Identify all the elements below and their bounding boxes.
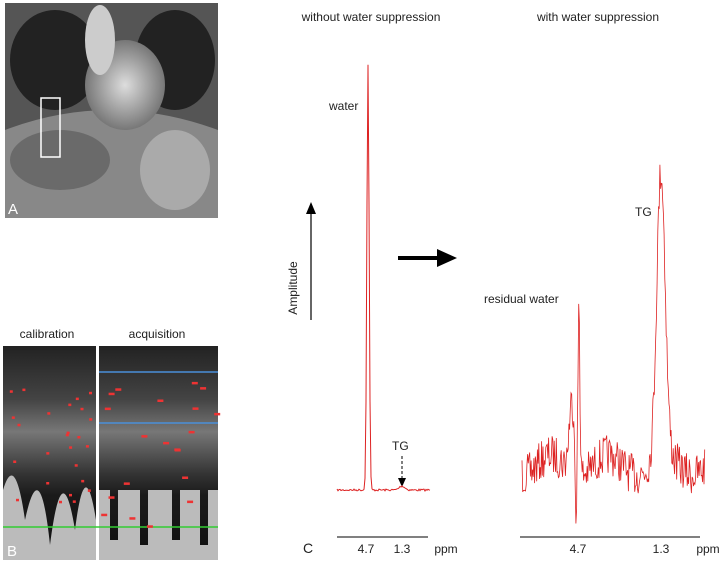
spectrum-line <box>521 164 706 524</box>
marker <box>59 500 62 504</box>
marker <box>72 500 76 503</box>
annotation: water <box>328 99 358 113</box>
y-axis-label: Amplitude <box>286 261 300 315</box>
panel-label: A <box>8 201 18 218</box>
arrow-head <box>306 202 316 214</box>
spectrum-title: with water suppression <box>536 10 659 24</box>
marker <box>129 517 136 520</box>
marker <box>200 387 207 390</box>
navigator-image <box>3 346 218 560</box>
marker <box>46 482 50 485</box>
marker <box>104 407 111 411</box>
marker <box>214 412 221 416</box>
annotation: TG <box>635 205 652 219</box>
marker <box>65 433 69 437</box>
marker <box>191 381 198 385</box>
marker <box>13 460 17 463</box>
marker <box>22 388 26 392</box>
marker <box>115 388 122 391</box>
marker <box>157 399 164 402</box>
marker <box>47 412 51 415</box>
marker <box>188 430 195 434</box>
navigator-markers <box>9 381 221 528</box>
panel-title: acquisition <box>129 327 186 341</box>
x-unit: ppm <box>696 542 719 556</box>
panel-label: C <box>303 540 313 556</box>
marker <box>66 431 70 435</box>
arrow-head <box>437 249 457 267</box>
x-unit: ppm <box>434 542 457 556</box>
marker <box>108 392 115 396</box>
mri-image <box>5 3 218 218</box>
marker <box>16 498 19 502</box>
marker <box>89 418 93 421</box>
marker <box>9 390 13 393</box>
marker <box>101 513 108 517</box>
annotation: residual water <box>484 292 559 306</box>
marker <box>11 416 15 419</box>
panel-title: calibration <box>20 327 75 341</box>
marker <box>174 448 181 451</box>
marker <box>80 407 84 411</box>
spectrum-title: without water suppression <box>301 10 441 24</box>
marker <box>69 493 72 497</box>
marker <box>123 482 130 485</box>
marker <box>68 403 72 407</box>
marker <box>85 445 89 448</box>
x-tick-label: 1.3 <box>653 542 670 556</box>
marker <box>163 441 170 445</box>
arrow-head <box>398 478 406 487</box>
marker <box>182 476 189 479</box>
marker <box>87 489 91 492</box>
marker <box>141 435 148 438</box>
annotation: TG <box>392 439 409 453</box>
x-tick-label: 4.7 <box>570 542 587 556</box>
marker <box>192 407 199 410</box>
marker <box>146 525 153 528</box>
marker <box>187 500 194 504</box>
marker <box>74 464 78 467</box>
x-tick-label: 1.3 <box>394 542 411 556</box>
panel-label: B <box>7 543 17 560</box>
marker <box>46 452 50 455</box>
marker <box>75 397 79 401</box>
marker <box>81 479 85 483</box>
marker <box>77 436 81 439</box>
marker <box>89 391 92 395</box>
marker <box>108 496 115 499</box>
x-tick-label: 4.7 <box>358 542 375 556</box>
marker <box>17 423 21 427</box>
spectrum-line <box>336 64 431 492</box>
marker <box>69 446 73 449</box>
